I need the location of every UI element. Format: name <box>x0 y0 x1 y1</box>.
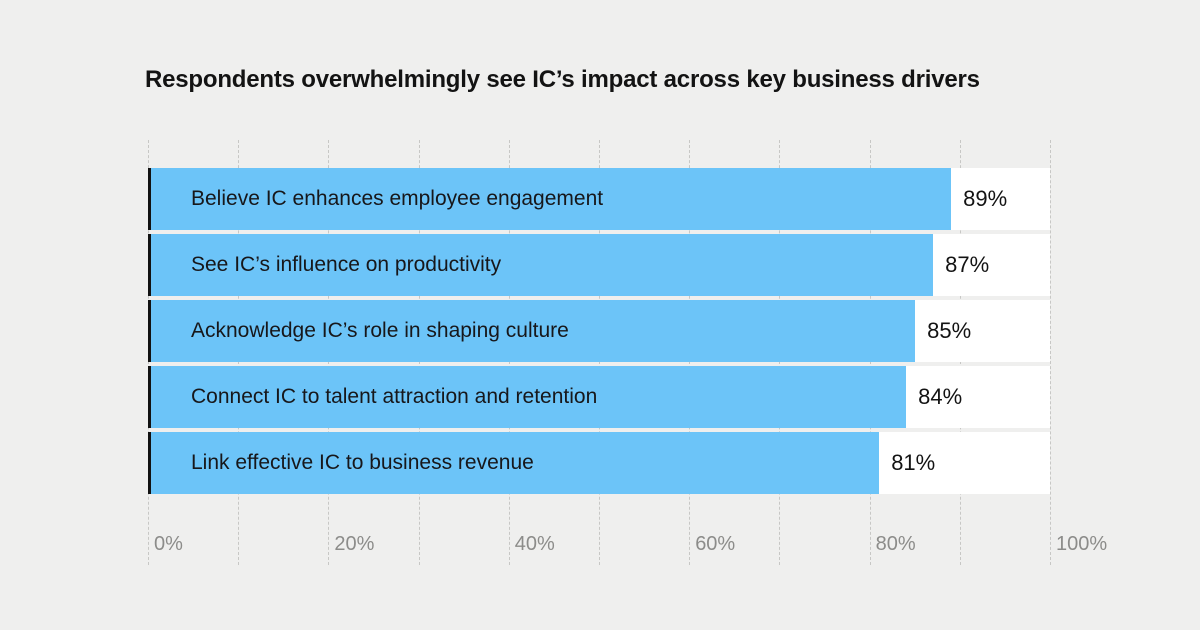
bar-value-label: 81% <box>891 450 936 475</box>
bar-row: Connect IC to talent attraction and rete… <box>148 366 1050 428</box>
bar-value-label: 84% <box>918 384 963 409</box>
bar-category-label: Believe IC enhances employee engagement <box>191 187 604 210</box>
bar-row: Believe IC enhances employee engagement … <box>148 168 1050 230</box>
bar: Connect IC to talent attraction and rete… <box>151 366 907 428</box>
bar-category-label: Acknowledge IC’s role in shaping culture <box>191 319 569 342</box>
bar: Believe IC enhances employee engagement <box>151 168 952 230</box>
bar: Acknowledge IC’s role in shaping culture <box>151 300 916 362</box>
bar-category-label: See IC’s influence on productivity <box>191 253 502 276</box>
chart-title: Respondents overwhelmingly see IC’s impa… <box>145 66 980 93</box>
bar-value-label: 85% <box>927 318 972 343</box>
bar-row: Link effective IC to business revenue 81… <box>148 432 1050 494</box>
x-axis-tick-label: 20% <box>334 533 375 555</box>
gridline <box>1050 140 1051 565</box>
bar-value-label: 89% <box>963 186 1008 211</box>
x-axis-tick-label: 0% <box>154 533 183 555</box>
bar-row: See IC’s influence on productivity 87% <box>148 234 1050 296</box>
x-axis-tick-label: 100% <box>1056 533 1108 555</box>
bar-category-label: Connect IC to talent attraction and rete… <box>191 385 598 408</box>
x-axis-tick-label: 80% <box>875 533 916 555</box>
bar-category-label: Link effective IC to business revenue <box>191 451 534 474</box>
bar-row: Acknowledge IC’s role in shaping culture… <box>148 300 1050 362</box>
x-axis-tick-label: 40% <box>514 533 555 555</box>
bar-chart: Believe IC enhances employee engagement … <box>148 140 1107 565</box>
bar-rows: Believe IC enhances employee engagement … <box>148 168 1050 498</box>
x-axis-tick-label: 60% <box>695 533 736 555</box>
bar: Link effective IC to business revenue <box>151 432 880 494</box>
bar-value-label: 87% <box>945 252 990 277</box>
bar: See IC’s influence on productivity <box>151 234 934 296</box>
